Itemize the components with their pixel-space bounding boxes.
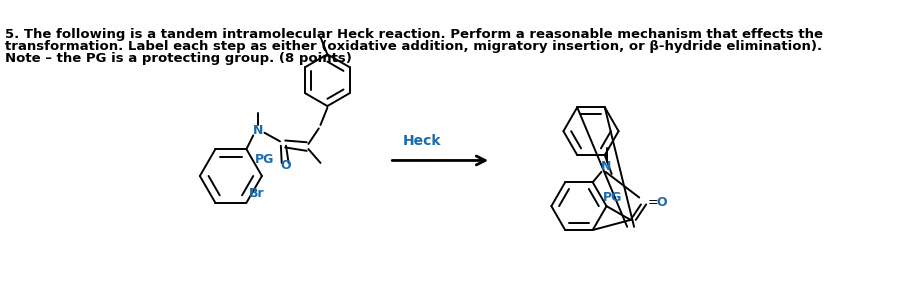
Text: PG: PG bbox=[603, 191, 621, 204]
Text: Note – the PG is a protecting group. (8 points): Note – the PG is a protecting group. (8 … bbox=[5, 52, 352, 65]
Text: O: O bbox=[281, 159, 291, 172]
Text: Heck: Heck bbox=[402, 134, 441, 148]
Text: N: N bbox=[601, 160, 611, 173]
Text: transformation. Label each step as either (oxidative addition, migratory inserti: transformation. Label each step as eithe… bbox=[5, 40, 822, 53]
Text: 5. The following is a tandem intramolecular Heck reaction. Perform a reasonable : 5. The following is a tandem intramolecu… bbox=[5, 28, 823, 41]
Text: N: N bbox=[253, 124, 263, 137]
Text: O: O bbox=[656, 196, 667, 209]
Text: =: = bbox=[647, 196, 658, 209]
Text: Br: Br bbox=[249, 187, 264, 200]
Text: PG: PG bbox=[254, 153, 274, 165]
